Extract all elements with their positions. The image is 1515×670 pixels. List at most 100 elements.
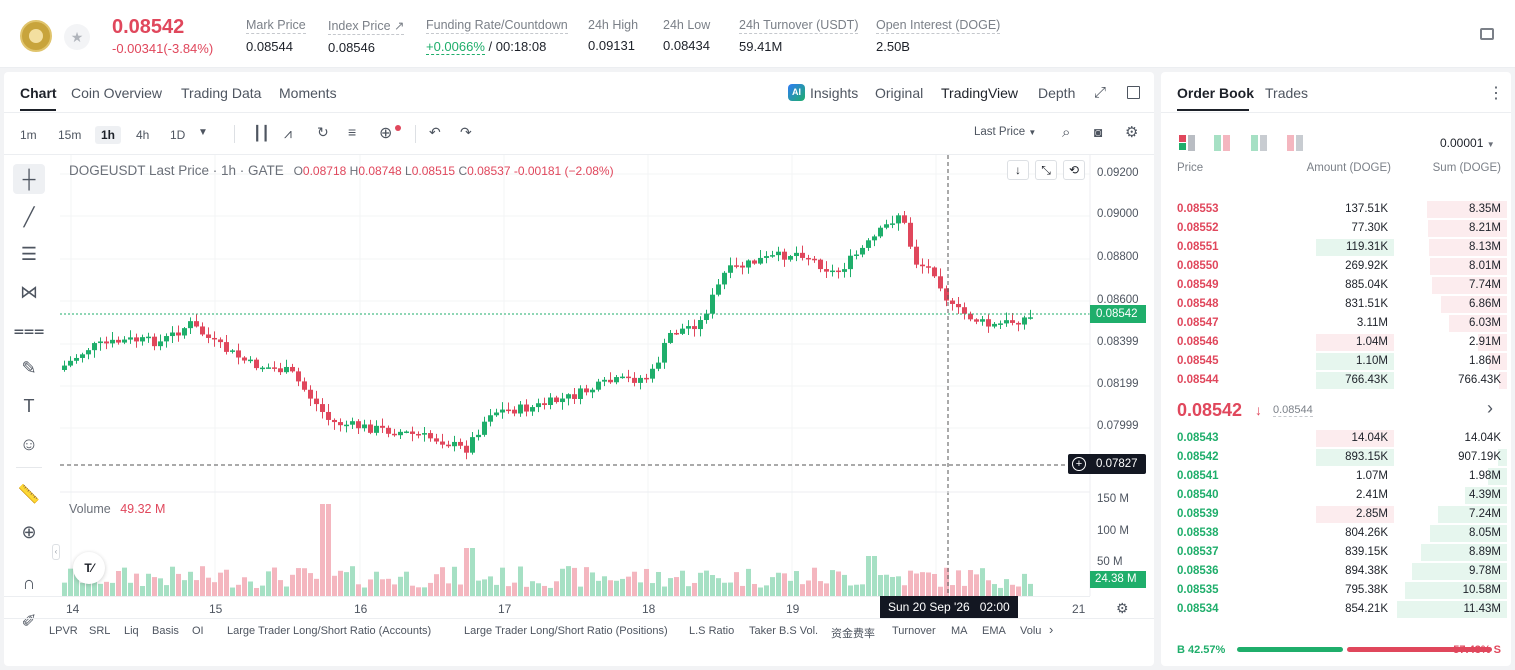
tab-chart[interactable]: Chart (20, 85, 57, 101)
fib-icon[interactable]: ☰ (20, 244, 38, 264)
bid-row[interactable]: 0.08535 795.38K 10.58M (1161, 581, 1511, 600)
volume-bar (164, 585, 169, 596)
bid-row[interactable]: 0.08537 839.15K 8.89M (1161, 543, 1511, 562)
timeframe-1d[interactable]: 1D (170, 128, 186, 142)
gear-icon[interactable]: ⚙ (1125, 124, 1139, 141)
reset-icon[interactable]: ⟲ (1063, 160, 1085, 180)
compare-icon[interactable]: ↻ (317, 124, 329, 140)
timeframe-15m[interactable]: 15m (58, 128, 82, 142)
favorite-star-icon[interactable]: ★ (64, 24, 90, 50)
indicator-taker-vol[interactable]: Taker B.S Vol. (749, 625, 819, 637)
chevron-right-icon[interactable]: › (1487, 398, 1493, 418)
price-chart[interactable] (4, 72, 1154, 666)
layout-asks-icon[interactable] (1287, 135, 1303, 151)
pencil-lock-icon[interactable]: ✐ (21, 611, 37, 631)
bid-row[interactable]: 0.08541 1.07M 1.98M (1161, 467, 1511, 486)
ask-row[interactable]: 0.08551 119.31K 8.13M (1161, 238, 1511, 257)
price-source-select[interactable]: Last Price ▼ (974, 126, 1036, 138)
tab-order-book[interactable]: Order Book (1177, 85, 1255, 101)
tab-coin-overview[interactable]: Coin Overview (71, 85, 163, 101)
scroll-down-icon[interactable]: ↓ (1007, 160, 1029, 180)
indicator-turnover[interactable]: Turnover (892, 625, 936, 637)
layout-split-icon[interactable] (1214, 135, 1230, 151)
book-icon[interactable] (1480, 28, 1494, 40)
candle-type-icon[interactable]: ┃┃ (253, 125, 270, 141)
tab-insights[interactable]: Insights (810, 85, 859, 101)
redo-icon[interactable]: ↷ (460, 124, 472, 140)
indicator-ma[interactable]: MA (951, 625, 968, 637)
add-indicator-icon[interactable]: ⊕ (379, 125, 393, 142)
bid-row[interactable]: 0.08540 2.41M 4.39M (1161, 486, 1511, 505)
layout-both-icon[interactable] (1179, 135, 1195, 151)
settings-gear-icon[interactable]: ⚙ (1116, 600, 1129, 616)
tab-trading-data[interactable]: Trading Data (181, 85, 262, 101)
templates-icon[interactable]: ≡ (348, 124, 357, 140)
trendline-icon[interactable]: ╱ (23, 207, 35, 227)
undo-icon[interactable]: ↶ (429, 124, 441, 140)
chevron-right-icon[interactable]: › (1049, 622, 1054, 637)
ask-row[interactable]: 0.08548 831.51K 6.86M (1161, 295, 1511, 314)
tab-tradingview[interactable]: TradingView (941, 85, 1019, 101)
stat-24h-turnover[interactable]: 24h Turnover (USDT) 59.41M (739, 18, 859, 54)
ask-row[interactable]: 0.08544 766.43K 766.43K (1161, 371, 1511, 390)
projection-icon[interactable]: ⩶ (13, 320, 45, 340)
stat-mark-price[interactable]: Mark Price 0.08544 (246, 18, 306, 54)
indicator-volume[interactable]: Volu (1020, 625, 1042, 637)
collapse-toolbar-button[interactable]: ‹ (52, 544, 60, 560)
indicator-basis[interactable]: Basis (152, 625, 179, 637)
ask-row[interactable]: 0.08553 137.51K 8.35M (1161, 200, 1511, 219)
ai-insights-icon[interactable]: AI (788, 84, 805, 101)
tab-moments[interactable]: Moments (279, 85, 337, 101)
bid-row[interactable]: 0.08536 894.38K 9.78M (1161, 562, 1511, 581)
precision-select[interactable]: 0.00001 ▼ (1440, 136, 1495, 150)
ask-row[interactable]: 0.08546 1.04M 2.91M (1161, 333, 1511, 352)
bid-row[interactable]: 0.08534 854.21K 11.43M (1161, 600, 1511, 619)
search-icon[interactable]: ⌕ (1062, 124, 1071, 141)
indicator-ls-ratio[interactable]: L.S Ratio (689, 625, 735, 637)
indicator-liq[interactable]: Liq (124, 625, 139, 637)
expand-icon[interactable]: ⤢ (1094, 84, 1107, 101)
timeframe-4h[interactable]: 4h (136, 128, 150, 142)
indicator-ls-positions[interactable]: Large Trader Long/Short Ratio (Positions… (464, 625, 668, 637)
text-icon[interactable]: T (23, 396, 35, 416)
tab-depth[interactable]: Depth (1038, 85, 1076, 101)
add-alert-icon[interactable]: + (1072, 457, 1086, 471)
ask-row[interactable]: 0.08550 269.92K 8.01M (1161, 257, 1511, 276)
bid-row[interactable]: 0.08542 893.15K 907.19K (1161, 448, 1511, 467)
indicator-ls-accounts[interactable]: Large Trader Long/Short Ratio (Accounts) (227, 625, 432, 637)
pattern-icon[interactable]: ⋈ (20, 282, 38, 302)
emoji-icon[interactable]: ☺ (19, 434, 39, 454)
timeframe-1h[interactable]: 1h (95, 126, 122, 144)
indicator-ema[interactable]: EMA (982, 625, 1006, 637)
brush-icon[interactable]: ✎ (21, 358, 37, 378)
indicator-lpvr[interactable]: LPVR (49, 625, 78, 637)
tab-original[interactable]: Original (875, 85, 924, 101)
stat-index-price[interactable]: Index Price ↗ 0.08546 (328, 18, 405, 55)
indicator-funding-rate[interactable]: 资金费率 (831, 628, 875, 640)
magnet-icon[interactable]: ∩ (22, 573, 36, 593)
camera-icon[interactable]: ◙ (1094, 124, 1103, 140)
chevron-down-icon[interactable]: ▼ (198, 127, 208, 138)
indicator-srl[interactable]: SRL (89, 625, 111, 637)
bid-row[interactable]: 0.08538 804.26K 8.05M (1161, 524, 1511, 543)
ruler-icon[interactable]: 📏 (17, 484, 41, 504)
candle-body (692, 326, 697, 330)
timeframe-1m[interactable]: 1m (20, 128, 37, 142)
ask-row[interactable]: 0.08552 77.30K 8.21M (1161, 219, 1511, 238)
zoom-in-icon[interactable]: ⊕ (21, 522, 37, 542)
ask-row[interactable]: 0.08547 3.11M 6.03M (1161, 314, 1511, 333)
fullscreen-icon[interactable] (1127, 86, 1140, 99)
tab-trades[interactable]: Trades (1265, 85, 1309, 101)
ask-row[interactable]: 0.08545 1.10M 1.86M (1161, 352, 1511, 371)
stat-funding-rate[interactable]: Funding Rate/Countdown +0.0066% / 00:18:… (426, 18, 568, 55)
more-icon[interactable]: ⋮ (1488, 85, 1504, 102)
bid-row[interactable]: 0.08539 2.85M 7.24M (1161, 505, 1511, 524)
stat-open-interest[interactable]: Open Interest (DOGE) 2.50B (876, 18, 1001, 54)
crosshair-icon[interactable]: ┼ (13, 164, 45, 194)
indicator-oi[interactable]: OI (192, 625, 204, 637)
indicators-icon[interactable]: ⩘ (284, 125, 292, 141)
bid-row[interactable]: 0.08543 14.04K 14.04K (1161, 429, 1511, 448)
layout-bids-icon[interactable] (1251, 135, 1267, 151)
ask-row[interactable]: 0.08549 885.04K 7.74M (1161, 276, 1511, 295)
collapse-icon[interactable]: ⤡ (1035, 160, 1057, 180)
